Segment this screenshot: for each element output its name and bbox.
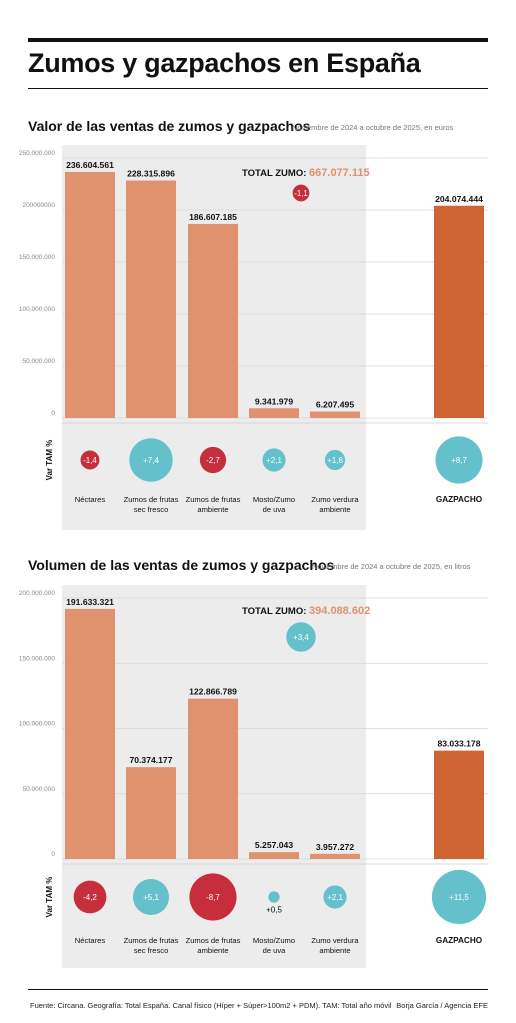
top-rule: [28, 38, 488, 42]
bar-value-label: 204.074.444: [435, 194, 483, 204]
total-zumo-caption: TOTAL ZUMO:: [242, 168, 309, 179]
var-tam-circle: [80, 450, 100, 470]
category-label: ambiente: [319, 505, 350, 514]
category-label: sec fresco: [134, 505, 169, 514]
category-label: Mosto/Zumo: [253, 495, 295, 504]
bar: [65, 171, 115, 418]
bar-value-label: 186.607.185: [189, 212, 237, 222]
category-label: ambiente: [197, 505, 228, 514]
bar: [188, 223, 238, 418]
bar-value-label: 6.207.495: [316, 400, 354, 410]
chart-1-title: Valor de las ventas de zumos y gazpachos: [28, 118, 311, 134]
var-tam-circle: [262, 448, 286, 472]
category-label: de uva: [263, 505, 287, 514]
y-tick-label: 150.000.000: [19, 254, 56, 261]
y-tick-label: 50.000.000: [22, 358, 55, 365]
bar: [434, 205, 484, 418]
total-var-circle: [292, 184, 310, 202]
chart-2-title: Volumen de las ventas de zumos y gazpach…: [28, 557, 335, 573]
var-tam-label: -2,7: [206, 456, 220, 465]
y-tick-label: 250.000.000: [19, 150, 56, 157]
chart-2-subtitle: Noviembre de 2024 a octubre de 2025, en …: [312, 562, 471, 571]
bar: [310, 411, 360, 418]
category-label: GAZPACHO: [436, 495, 483, 504]
chart-1-subtitle: Noviembre de 2024 a octubre de 2025, en …: [292, 123, 454, 132]
var-tam-label: -1,4: [83, 456, 97, 465]
page-title: Zumos y gazpachos en España: [28, 48, 421, 78]
category-label: Zumos de frutas: [186, 495, 241, 504]
var-tam-circle: [129, 438, 173, 482]
y-tick-label: 200000000: [22, 202, 55, 209]
bar: [126, 180, 176, 418]
source-note: Fuente: Circana. Geografía: Total España…: [30, 1001, 392, 1010]
y-tick-label: 0: [51, 410, 55, 417]
footer-rule: [28, 989, 488, 990]
total-zumo-label: TOTAL ZUMO: 667.077.115: [242, 167, 370, 179]
var-tam-label: +8,7: [451, 456, 467, 465]
bar: [249, 408, 299, 418]
var-tam-circle: [199, 446, 227, 474]
total-zumo-value: 667.077.115: [309, 167, 370, 179]
credit: Borja García / Agencia EFE: [396, 1001, 488, 1010]
category-label: Zumo verdura: [311, 495, 359, 504]
bar-value-label: 236.604.561: [66, 160, 114, 170]
var-tam-label: +7,4: [143, 456, 159, 465]
category-label: Zumos de frutas: [124, 495, 179, 504]
title-rule: [28, 88, 488, 89]
var-tam-circle: [435, 436, 483, 484]
var-tam-label: +2,1: [266, 456, 282, 465]
var-tam-circle: [324, 449, 346, 471]
var-tam-label: +1,6: [327, 456, 343, 465]
category-label: Néctares: [75, 495, 106, 504]
total-var-label: -1,1: [294, 189, 307, 198]
bar-value-label: 228.315.896: [127, 169, 175, 179]
y-tick-label: 100.000.000: [19, 306, 56, 313]
bar-value-label: 9.341.979: [255, 396, 293, 406]
var-tam-axis-label: Var TAM %: [45, 440, 54, 481]
